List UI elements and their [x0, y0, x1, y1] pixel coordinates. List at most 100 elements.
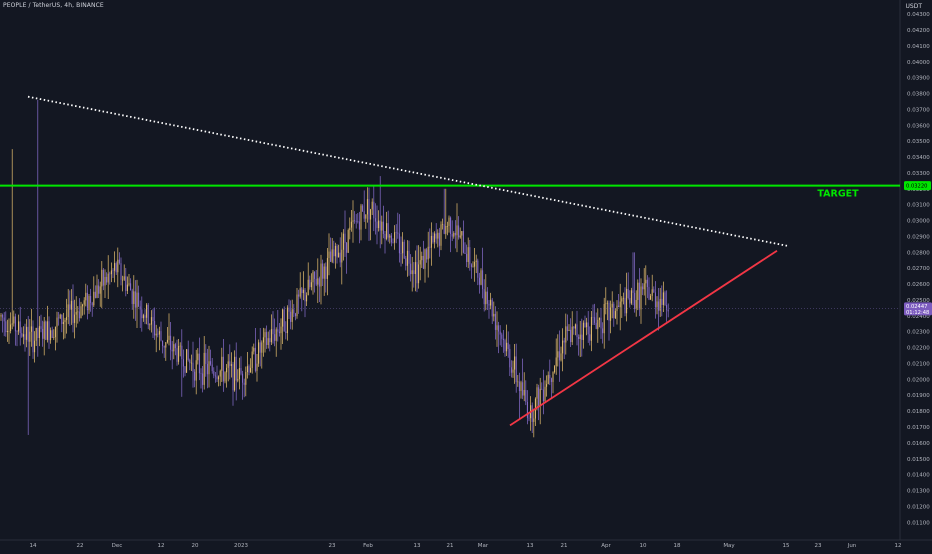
candle-body — [408, 250, 410, 264]
candle-body — [571, 326, 573, 343]
candle-body — [418, 264, 420, 284]
candle-body — [650, 295, 652, 300]
candle-body — [254, 347, 256, 371]
candle-body — [227, 361, 229, 368]
candle-body — [246, 366, 248, 373]
candle-body — [477, 260, 479, 278]
candle-body — [565, 326, 567, 343]
candle-body — [502, 338, 504, 341]
candle-body — [27, 326, 29, 342]
candle-body — [115, 263, 117, 273]
candle-body — [106, 276, 108, 283]
candle-body — [198, 353, 200, 374]
candle-body — [163, 345, 165, 348]
candle-body — [507, 342, 509, 349]
y-tick-label: 0.03600 — [907, 123, 930, 129]
candle-body — [606, 302, 608, 304]
candle-body — [526, 401, 528, 418]
candle-body — [414, 262, 416, 274]
candle-body — [229, 361, 231, 366]
x-tick-label: 21 — [561, 543, 568, 549]
candle-body — [294, 313, 296, 317]
candle-body — [136, 292, 138, 308]
candle-body — [658, 301, 660, 311]
candle-body — [270, 329, 272, 343]
candle-body — [590, 317, 592, 341]
candle-body — [5, 321, 7, 333]
candle-body — [426, 249, 428, 260]
candle-body — [80, 306, 82, 319]
candle-body — [216, 376, 218, 380]
candle-body — [531, 405, 533, 422]
candle-body — [395, 232, 397, 233]
candle-body — [318, 278, 320, 287]
candle-body — [203, 352, 205, 385]
candle-body — [597, 319, 599, 329]
candle-body — [382, 221, 384, 234]
y-tick-label: 0.03700 — [907, 107, 930, 113]
candle-body — [354, 220, 356, 222]
candle-body — [144, 315, 146, 318]
y-tick-label: 0.01500 — [907, 457, 930, 463]
candle-body — [210, 361, 212, 365]
candle-body — [126, 284, 128, 291]
candle-body — [114, 263, 116, 271]
candle-body — [245, 372, 247, 385]
x-tick-label: Feb — [363, 543, 373, 549]
candle-body — [48, 321, 50, 341]
candle-body — [626, 288, 628, 314]
candle-body — [472, 266, 474, 268]
candle-body — [259, 342, 261, 353]
candle-body — [162, 340, 164, 346]
candle-body — [592, 317, 594, 318]
candle-body — [539, 388, 541, 407]
candle-body — [349, 227, 351, 231]
candle-body — [70, 300, 72, 310]
candle-body — [211, 364, 213, 372]
candle-body — [35, 327, 37, 341]
candle-body — [541, 388, 543, 390]
x-tick-label: 12 — [895, 543, 902, 549]
candle-body — [293, 309, 295, 314]
x-tick-label: 15 — [783, 543, 790, 549]
candle-body — [21, 333, 23, 337]
candle-body — [365, 214, 367, 219]
candle-body — [437, 232, 439, 239]
candle-body — [434, 233, 436, 243]
current-price-badge — [904, 302, 932, 316]
candle-body — [485, 291, 487, 305]
candle-body — [6, 330, 8, 333]
candle-body — [483, 289, 485, 305]
candle-body — [205, 352, 207, 364]
y-tick-label: 0.01700 — [907, 425, 930, 431]
candle-body — [578, 336, 580, 339]
candle-body — [66, 316, 68, 321]
candle-body — [520, 382, 522, 391]
candle-body — [77, 311, 79, 313]
candle-body — [344, 233, 346, 243]
candle-body — [635, 299, 637, 310]
candle-body — [222, 356, 224, 382]
candle-body — [558, 351, 560, 361]
candle-body — [653, 289, 655, 293]
candle-body — [600, 317, 602, 329]
candle-body — [250, 367, 252, 373]
y-tick-label: 0.02700 — [907, 266, 930, 272]
candle-body — [8, 330, 10, 332]
candle-body — [554, 366, 556, 373]
candle-body — [646, 279, 648, 288]
candle-body — [664, 292, 666, 306]
candle-body — [330, 251, 332, 262]
y-tick-label: 0.03300 — [907, 171, 930, 177]
candle-body — [619, 301, 621, 308]
candle-body — [86, 292, 88, 311]
candle-body — [147, 304, 149, 326]
candle-body — [442, 224, 444, 225]
candle-body — [291, 309, 293, 322]
candle-body — [398, 233, 400, 254]
candle-body — [59, 314, 61, 319]
y-tick-label: 0.02900 — [907, 234, 930, 240]
candle-body — [130, 283, 132, 291]
